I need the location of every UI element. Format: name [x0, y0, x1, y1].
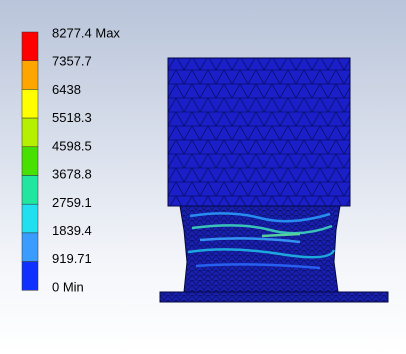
band: [22, 204, 38, 233]
legend-label: 7357.7: [52, 54, 92, 69]
band: [22, 233, 38, 262]
legend-label: 4598.5: [52, 138, 92, 153]
legend-label: 8277.4 Max: [52, 25, 120, 40]
upper-cylinder: [168, 58, 350, 206]
result-view: 8277.4 Max 7357.7 6438 5518.3 4598.5 3678.8 27…: [0, 0, 406, 354]
band: [22, 89, 38, 118]
color-bar: [22, 32, 38, 290]
band: [22, 147, 38, 176]
band: [22, 176, 38, 205]
legend-label: 3678.8: [52, 167, 92, 182]
page: {"legend": {"labels": ["8277.4 Max", "73…: [0, 0, 406, 354]
band: [22, 61, 38, 90]
band: [22, 118, 38, 147]
legend-label: 1839.4: [52, 223, 92, 238]
base-plate: [160, 292, 388, 302]
legend-label: 919.71: [52, 251, 92, 266]
legend-label: 0 Min: [52, 279, 84, 294]
band: [22, 262, 38, 291]
legend-label: 6438: [52, 82, 81, 97]
legend-label: 5518.3: [52, 110, 92, 125]
legend-label: 2759.1: [52, 195, 92, 210]
band: [22, 32, 38, 61]
